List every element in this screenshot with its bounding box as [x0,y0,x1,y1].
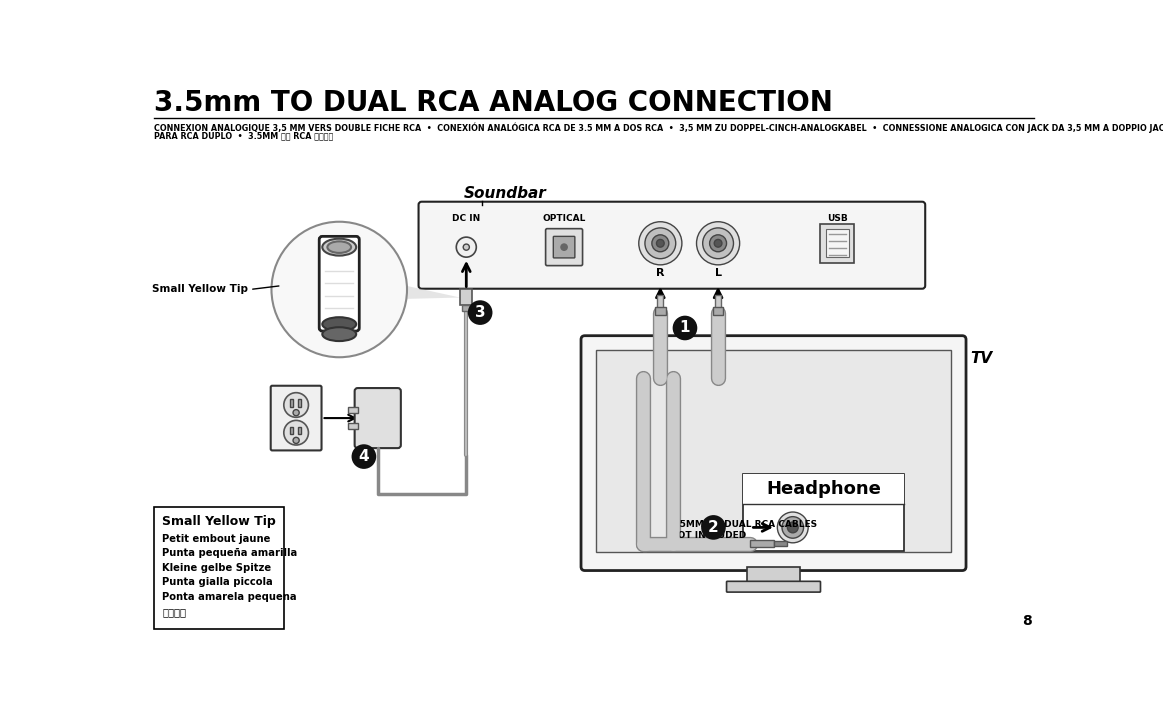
Bar [773,541,787,546]
FancyBboxPatch shape [355,388,401,448]
Ellipse shape [328,241,351,253]
Circle shape [468,300,492,325]
Bar [298,399,301,407]
Text: 8: 8 [1022,614,1033,628]
Bar [461,290,472,305]
Circle shape [697,221,740,265]
Ellipse shape [322,328,356,341]
Circle shape [701,515,726,540]
Bar [298,426,301,434]
Bar [713,307,723,315]
Text: OPTICAL: OPTICAL [542,214,586,223]
Circle shape [271,221,407,357]
Text: NOT INCLUDED: NOT INCLUDED [670,531,745,540]
Circle shape [787,522,798,533]
Circle shape [456,237,477,257]
Circle shape [284,420,308,445]
Text: R: R [656,268,664,278]
FancyBboxPatch shape [595,350,951,552]
Text: Kleine gelbe Spitze: Kleine gelbe Spitze [162,563,271,573]
Text: PARA RCA DUPLO  •  3.5MM 转双 RCA 模拟连接: PARA RCA DUPLO • 3.5MM 转双 RCA 模拟连接 [155,132,334,141]
Bar [290,426,293,434]
FancyBboxPatch shape [826,229,849,257]
Bar [747,567,800,582]
FancyBboxPatch shape [743,474,905,551]
Circle shape [561,244,568,251]
Text: CONNEXION ANALOGIQUE 3,5 MM VERS DOUBLE FICHE RCA  •  CONEXIÓN ANALÓGICA RCA DE : CONNEXION ANALOGIQUE 3,5 MM VERS DOUBLE … [155,122,1163,133]
Text: 3.5mm TO DUAL RCA ANALOG CONNECTION: 3.5mm TO DUAL RCA ANALOG CONNECTION [155,89,834,117]
Text: DC IN: DC IN [452,214,480,223]
Circle shape [782,517,804,538]
Circle shape [293,437,299,444]
Text: Petit embout jaune: Petit embout jaune [162,533,271,543]
FancyBboxPatch shape [820,224,855,263]
Polygon shape [377,279,475,300]
FancyBboxPatch shape [582,335,966,570]
Text: L: L [714,268,721,278]
Bar [349,423,358,429]
Circle shape [351,444,376,469]
FancyBboxPatch shape [545,229,583,266]
Circle shape [284,393,308,417]
Bar [463,305,470,311]
Bar [349,407,358,414]
Circle shape [714,239,722,247]
Text: Small Yellow Tip: Small Yellow Tip [162,515,276,528]
Text: Headphone: Headphone [766,480,882,498]
Bar [290,399,293,407]
Text: Ponta amarela pequena: Ponta amarela pequena [162,592,297,602]
Circle shape [638,221,682,265]
Text: 1: 1 [679,320,690,335]
Bar [715,295,721,313]
Text: 4: 4 [358,449,369,464]
Circle shape [672,315,698,340]
Text: Punta gialla piccola: Punta gialla piccola [162,577,273,587]
Circle shape [656,239,664,247]
Text: 3.5MM TO DUAL RCA CABLES: 3.5MM TO DUAL RCA CABLES [670,520,816,530]
FancyBboxPatch shape [743,474,905,503]
Circle shape [293,409,299,416]
Text: Small Yellow Tip: Small Yellow Tip [152,285,249,295]
FancyBboxPatch shape [554,236,575,258]
Text: 2: 2 [708,520,719,535]
Bar [655,307,665,315]
Circle shape [463,244,470,250]
Circle shape [777,512,808,543]
FancyBboxPatch shape [319,236,359,331]
Text: Soundbar: Soundbar [464,186,547,201]
Bar [750,540,773,548]
Text: 3: 3 [475,305,485,320]
Circle shape [652,235,669,252]
Circle shape [645,228,676,258]
Text: 黄色细端: 黄色细端 [162,607,186,617]
FancyBboxPatch shape [419,201,926,289]
Ellipse shape [322,318,356,331]
Text: USB: USB [827,214,848,223]
FancyBboxPatch shape [271,386,321,451]
Text: TV: TV [970,351,992,366]
Text: Punta pequeña amarilla: Punta pequeña amarilla [162,548,298,558]
Circle shape [709,235,727,252]
FancyBboxPatch shape [727,581,820,592]
Circle shape [702,228,734,258]
Ellipse shape [322,239,356,256]
FancyBboxPatch shape [155,508,284,629]
Bar [657,295,663,313]
